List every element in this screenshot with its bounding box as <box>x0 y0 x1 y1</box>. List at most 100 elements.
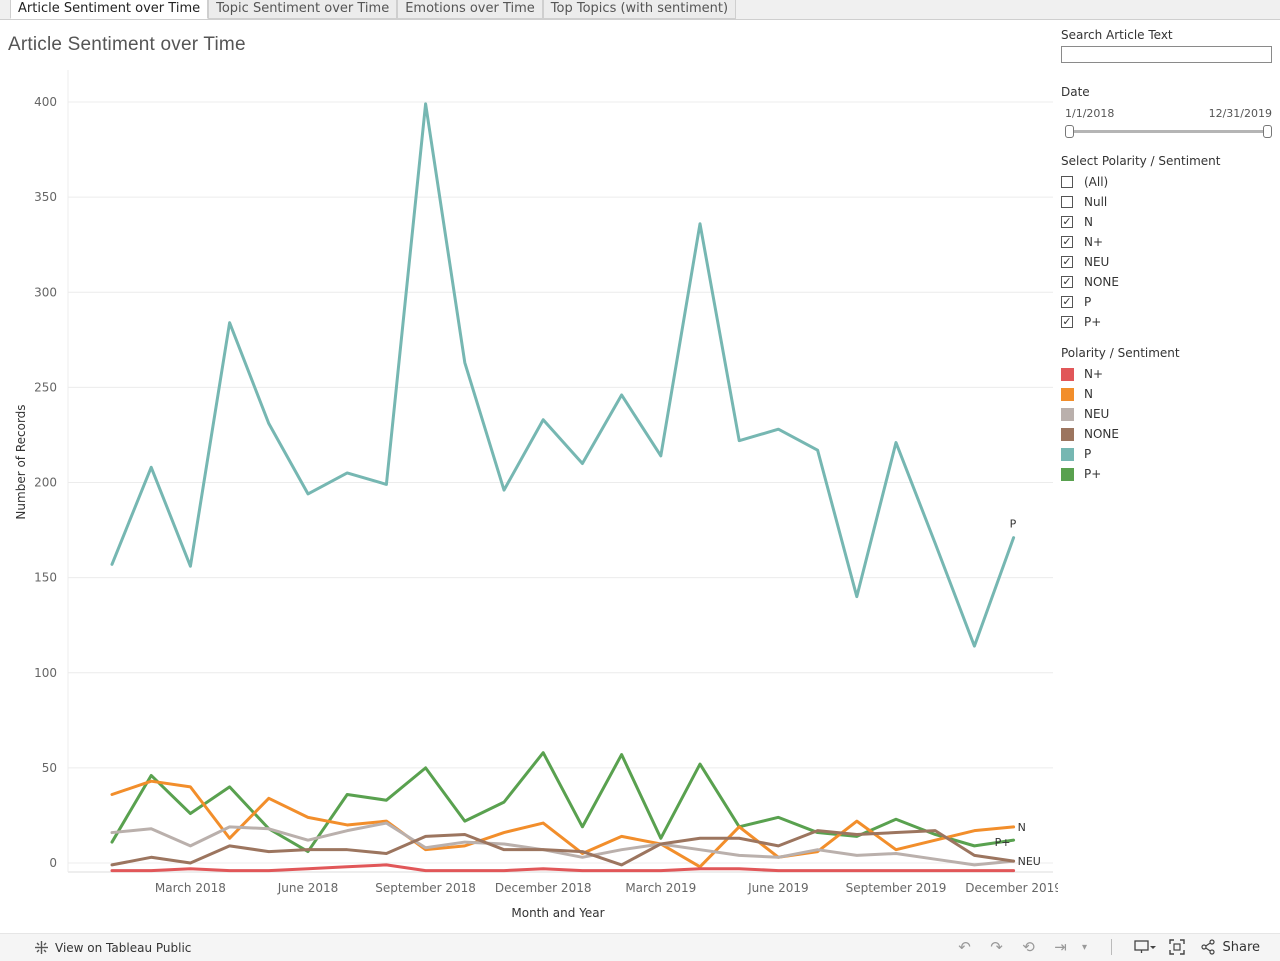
data-point[interactable] <box>932 828 938 834</box>
data-point[interactable] <box>187 843 193 849</box>
data-point[interactable] <box>227 868 233 874</box>
data-point[interactable] <box>540 750 546 756</box>
data-point[interactable] <box>854 818 860 824</box>
data-point[interactable] <box>854 852 860 858</box>
data-point[interactable] <box>501 841 507 847</box>
data-point[interactable] <box>383 820 389 826</box>
data-point[interactable] <box>148 464 154 470</box>
data-point[interactable] <box>109 792 115 798</box>
data-point[interactable] <box>423 765 429 771</box>
data-point[interactable] <box>854 868 860 874</box>
data-point[interactable] <box>227 784 233 790</box>
data-point[interactable] <box>540 847 546 853</box>
data-point[interactable] <box>619 392 625 398</box>
data-point[interactable] <box>383 850 389 856</box>
data-point[interactable] <box>344 828 350 834</box>
data-point[interactable] <box>501 847 507 853</box>
data-point[interactable] <box>462 818 468 824</box>
view-on-tableau-link[interactable]: View on Tableau Public <box>34 940 191 955</box>
data-point[interactable] <box>619 847 625 853</box>
data-point[interactable] <box>579 854 585 860</box>
data-point[interactable] <box>775 426 781 432</box>
data-point[interactable] <box>540 866 546 872</box>
data-point[interactable] <box>187 866 193 872</box>
data-point[interactable] <box>109 561 115 567</box>
data-point[interactable] <box>971 843 977 849</box>
data-point[interactable] <box>619 868 625 874</box>
tab-topic-sentiment-over-time[interactable]: Topic Sentiment over Time <box>208 0 398 19</box>
data-point[interactable] <box>187 860 193 866</box>
filter-item[interactable]: (All) <box>1061 172 1276 192</box>
checkbox[interactable]: ✓ <box>1061 315 1073 328</box>
data-point[interactable] <box>344 847 350 853</box>
data-point[interactable] <box>148 826 154 832</box>
data-point[interactable] <box>109 839 115 845</box>
data-point[interactable] <box>775 843 781 849</box>
data-point[interactable] <box>815 868 821 874</box>
series-line-n-plus[interactable] <box>110 863 1016 873</box>
data-point[interactable] <box>266 421 272 427</box>
revert-icon[interactable]: ⟲ <box>1022 938 1035 956</box>
series-line-p[interactable] <box>110 102 1016 648</box>
data-point[interactable] <box>697 835 703 841</box>
data-point[interactable] <box>344 792 350 798</box>
data-point[interactable] <box>148 854 154 860</box>
data-point[interactable] <box>423 101 429 107</box>
filter-item[interactable]: ✓ P <box>1061 292 1276 312</box>
data-point[interactable] <box>1011 535 1017 541</box>
data-point[interactable] <box>540 820 546 826</box>
search-input[interactable] <box>1061 46 1272 63</box>
data-point[interactable] <box>187 563 193 569</box>
data-point[interactable] <box>227 320 233 326</box>
data-point[interactable] <box>462 831 468 837</box>
data-point[interactable] <box>932 856 938 862</box>
data-point[interactable] <box>971 852 977 858</box>
data-point[interactable] <box>893 830 899 836</box>
refresh-icon[interactable]: ⇥ <box>1054 938 1067 956</box>
data-point[interactable] <box>658 841 664 847</box>
data-point[interactable] <box>1011 824 1017 830</box>
data-point[interactable] <box>815 828 821 834</box>
share-button[interactable]: Share <box>1200 939 1260 955</box>
data-point[interactable] <box>932 540 938 546</box>
data-point[interactable] <box>854 594 860 600</box>
data-point[interactable] <box>266 826 272 832</box>
filter-item[interactable]: ✓ N+ <box>1061 232 1276 252</box>
data-point[interactable] <box>697 221 703 227</box>
data-point[interactable] <box>579 824 585 830</box>
data-point[interactable] <box>658 868 664 874</box>
tab-article-sentiment-over-time[interactable]: Article Sentiment over Time <box>10 0 209 19</box>
data-point[interactable] <box>893 868 899 874</box>
data-point[interactable] <box>187 811 193 817</box>
data-point[interactable] <box>148 868 154 874</box>
data-point[interactable] <box>971 828 977 834</box>
data-point[interactable] <box>109 862 115 868</box>
download-icon[interactable] <box>1134 938 1157 956</box>
data-point[interactable] <box>462 868 468 874</box>
data-point[interactable] <box>383 481 389 487</box>
data-point[interactable] <box>775 868 781 874</box>
data-point[interactable] <box>932 837 938 843</box>
data-point[interactable] <box>462 839 468 845</box>
data-point[interactable] <box>344 822 350 828</box>
data-point[interactable] <box>736 824 742 830</box>
data-point[interactable] <box>893 816 899 822</box>
data-point[interactable] <box>736 835 742 841</box>
data-point[interactable] <box>540 417 546 423</box>
data-point[interactable] <box>893 440 899 446</box>
data-point[interactable] <box>815 447 821 453</box>
checkbox[interactable]: ✓ <box>1061 235 1073 248</box>
data-point[interactable] <box>462 360 468 366</box>
data-point[interactable] <box>266 849 272 855</box>
undo-icon[interactable]: ↶ <box>958 938 971 956</box>
filter-item[interactable]: ✓ NEU <box>1061 252 1276 272</box>
data-point[interactable] <box>423 845 429 851</box>
fullscreen-icon[interactable] <box>1166 938 1188 956</box>
data-point[interactable] <box>501 799 507 805</box>
data-point[interactable] <box>305 847 311 853</box>
data-point[interactable] <box>501 487 507 493</box>
legend-item[interactable]: NEU <box>1061 404 1276 424</box>
data-point[interactable] <box>501 830 507 836</box>
date-slider-start-handle[interactable] <box>1065 125 1074 138</box>
data-point[interactable] <box>893 850 899 856</box>
